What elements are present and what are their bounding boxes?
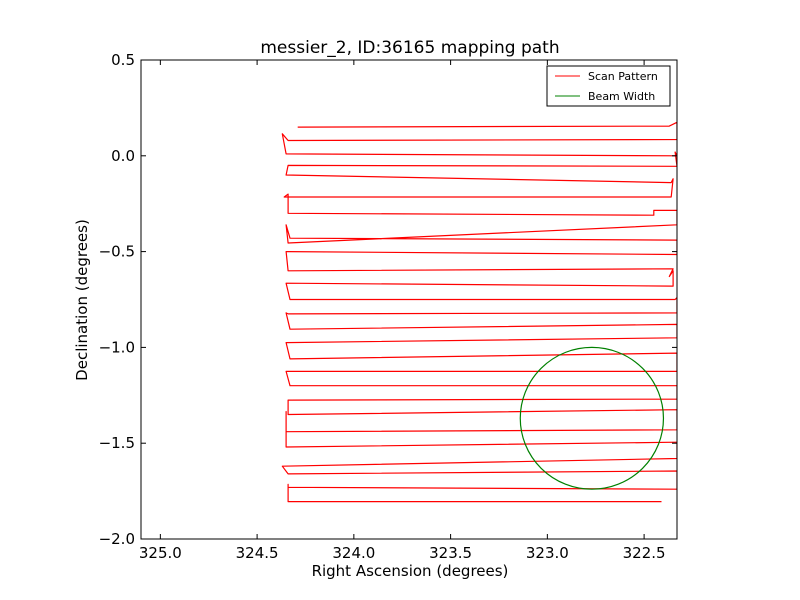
plot-area: 325.0 324.5 324.0 323.5 323.0 322.5 0.5 0.0 −0.… <box>99 51 678 562</box>
x-tick-label: 325.0 <box>139 544 182 562</box>
x-ticks: 325.0 324.5 324.0 323.5 323.0 322.5 <box>139 60 666 562</box>
legend: Scan Pattern Beam Width <box>546 65 671 107</box>
beam-width-circle <box>519 346 665 490</box>
y-tick-label: 0.0 <box>111 147 135 165</box>
x-tick-label: 322.5 <box>623 544 666 562</box>
x-tick-label: 323.5 <box>429 544 472 562</box>
legend-beam-width-label: Beam Width <box>588 90 655 103</box>
x-tick-label: 323.0 <box>526 544 569 562</box>
x-tick-label: 324.5 <box>236 544 279 562</box>
y-tick-label: −1.0 <box>99 338 135 356</box>
y-tick-label: −0.5 <box>99 243 135 261</box>
y-ticks: 0.5 0.0 −0.5 −1.0 −1.5 −2.0 <box>99 51 677 548</box>
y-tick-label: −2.0 <box>99 530 135 548</box>
scan-pattern-line <box>281 121 677 503</box>
chart-title: messier_2, ID:36165 mapping path <box>260 38 559 58</box>
series-layer <box>281 121 677 503</box>
x-tick-label: 324.0 <box>332 544 375 562</box>
y-tick-label: 0.5 <box>111 51 135 69</box>
legend-frame <box>546 65 671 107</box>
x-axis-label: Right Ascension (degrees) <box>312 562 509 580</box>
axes-frame <box>140 59 678 540</box>
legend-scan-pattern-label: Scan Pattern <box>588 70 658 83</box>
y-tick-label: −1.5 <box>99 434 135 452</box>
y-axis-label: Declination (degrees) <box>73 219 91 381</box>
